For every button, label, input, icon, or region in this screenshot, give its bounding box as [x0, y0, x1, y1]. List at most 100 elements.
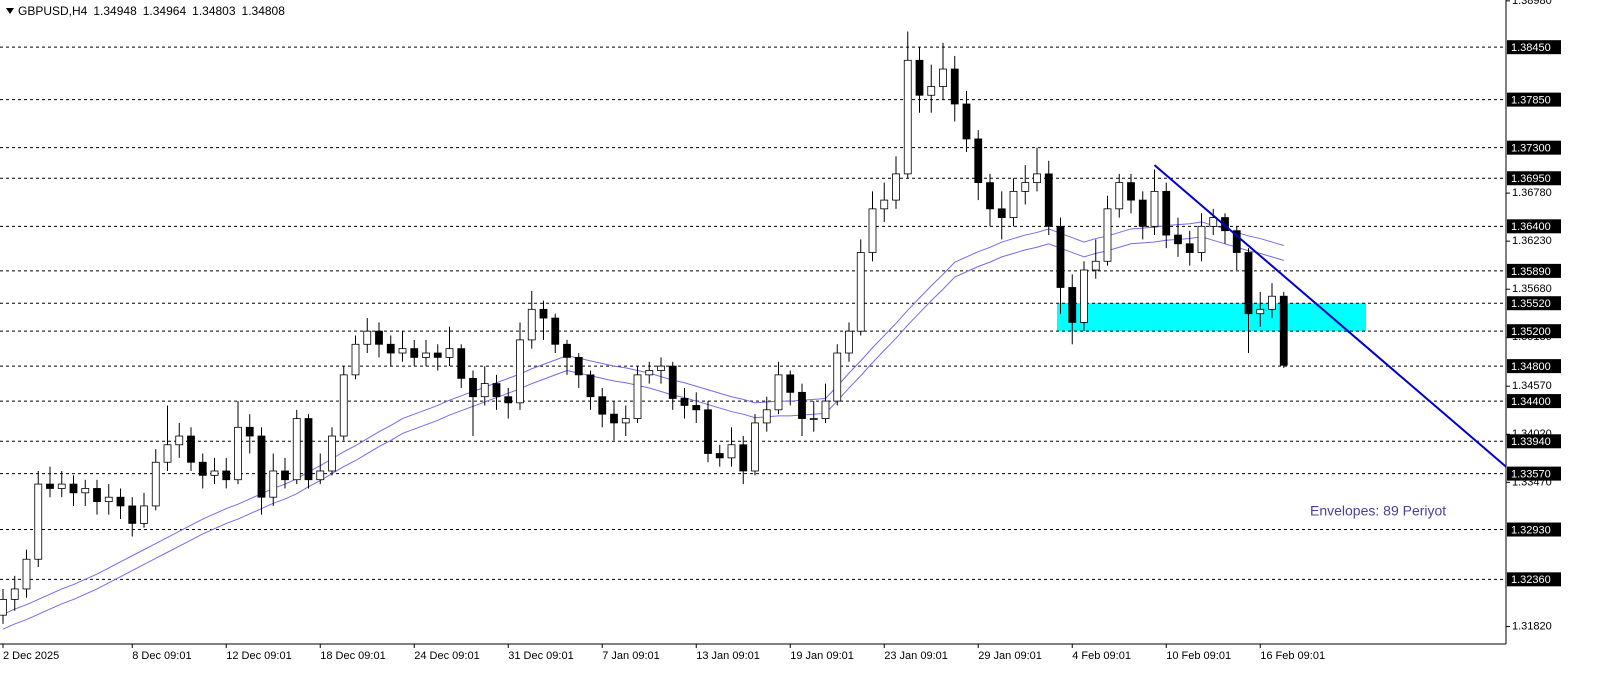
- candle-body: [974, 138, 983, 184]
- candle-body: [1185, 243, 1194, 253]
- envelope-line: [2, 221, 1284, 615]
- candle-body: [281, 470, 289, 481]
- level-label: 1.34800: [1511, 361, 1551, 373]
- level-label-box: [1507, 92, 1561, 107]
- candle-body: [198, 461, 207, 476]
- candle-body: [833, 352, 842, 402]
- level-label-box: [1507, 171, 1561, 186]
- header-value: 1.34808: [241, 4, 285, 18]
- candle-body: [574, 356, 583, 376]
- candle-body: [0, 599, 7, 616]
- header-value: 1.34803: [192, 4, 236, 18]
- candle-body: [469, 377, 477, 398]
- candle-body: [245, 426, 254, 437]
- x-tick-label: 4 Feb 09:01: [1072, 650, 1131, 662]
- candle-body: [1056, 225, 1065, 288]
- y-tick-label: 1.31820: [1512, 620, 1552, 632]
- candle-body: [809, 418, 818, 420]
- candle-body: [1021, 182, 1030, 192]
- candle-body: [316, 470, 325, 481]
- symbol: GBPUSD,H4: [18, 4, 88, 18]
- candle-body: [821, 400, 830, 419]
- level-label-box: [1507, 466, 1561, 481]
- candle-body: [116, 496, 125, 507]
- level-label: 1.35890: [1511, 266, 1551, 278]
- candle-body: [986, 182, 994, 210]
- level-label: 1.36400: [1511, 221, 1551, 233]
- level-label-box: [1507, 296, 1561, 311]
- candle-body: [868, 208, 877, 253]
- header-value: 1.34964: [142, 4, 187, 18]
- candle-body: [551, 317, 560, 345]
- candle-body: [1197, 225, 1206, 253]
- candle-body: [1115, 182, 1124, 210]
- candle-body: [292, 418, 301, 481]
- x-tick-label: 31 Dec 09:01: [508, 650, 573, 662]
- candle-body: [1068, 287, 1077, 323]
- candle-body: [234, 426, 242, 481]
- y-tick-label: 1.34570: [1512, 380, 1552, 392]
- candle-body: [480, 383, 489, 398]
- y-tick-label: 1.36230: [1512, 235, 1552, 247]
- candle-body: [692, 405, 701, 411]
- y-tick-label: 1.38980: [1512, 0, 1552, 7]
- candle-body: [351, 343, 360, 376]
- level-label-box: [1507, 394, 1561, 409]
- level-label-box: [1507, 359, 1561, 374]
- level-label: 1.35200: [1511, 326, 1551, 338]
- candle-body: [363, 330, 372, 345]
- level-label-box: [1507, 434, 1561, 449]
- candle-body: [657, 365, 665, 371]
- x-tick-label: 12 Dec 09:01: [226, 650, 291, 662]
- candle-body: [704, 409, 712, 454]
- candle-body: [339, 374, 348, 437]
- candle-body: [1174, 234, 1182, 245]
- level-label: 1.32930: [1511, 524, 1551, 536]
- candle-body: [386, 343, 395, 354]
- candle-body: [1221, 217, 1229, 232]
- candle-body: [739, 444, 748, 472]
- indicator-annotation: Envelopes: 89 Periyot: [1310, 503, 1446, 519]
- level-label-box: [1507, 263, 1561, 278]
- candle-body: [81, 488, 90, 494]
- level-label-box: [1507, 324, 1561, 339]
- candle-body: [774, 374, 783, 411]
- level-label: 1.32360: [1511, 574, 1551, 586]
- candle-body: [269, 470, 278, 498]
- level-label: 1.33940: [1511, 436, 1551, 448]
- candle-body: [845, 330, 853, 354]
- level-label: 1.38450: [1511, 42, 1551, 54]
- x-tick-label: 2 Dec 2025: [3, 650, 59, 662]
- candle-body: [93, 488, 101, 502]
- menu-triangle: [6, 8, 14, 14]
- candle-body: [1232, 230, 1241, 253]
- candle-body: [187, 435, 195, 463]
- candle-body: [610, 413, 618, 424]
- candle-body: [527, 308, 536, 341]
- candle-body: [175, 435, 184, 446]
- candle-body: [410, 348, 419, 358]
- candle-body: [950, 68, 959, 105]
- candle-body: [903, 59, 912, 175]
- candle-body: [1256, 308, 1265, 315]
- candle-body: [1209, 217, 1218, 227]
- level-label: 1.36950: [1511, 173, 1551, 185]
- level-label-box: [1507, 40, 1561, 55]
- candle-body: [727, 444, 736, 459]
- candle-body: [398, 348, 407, 354]
- candle-body: [962, 103, 971, 140]
- candle-body: [786, 374, 795, 393]
- candle-body: [69, 483, 78, 494]
- candle-body: [668, 365, 677, 399]
- candle-body: [997, 208, 1006, 218]
- candle-body: [598, 396, 607, 415]
- candle-body: [433, 352, 442, 358]
- candle-body: [880, 199, 889, 210]
- level-label-box: [1507, 140, 1561, 155]
- candle-body: [1044, 173, 1053, 227]
- candle-body: [222, 470, 231, 481]
- x-tick-label: 18 Dec 09:01: [320, 650, 385, 662]
- candle-body: [1244, 252, 1253, 315]
- candle-body: [680, 398, 689, 406]
